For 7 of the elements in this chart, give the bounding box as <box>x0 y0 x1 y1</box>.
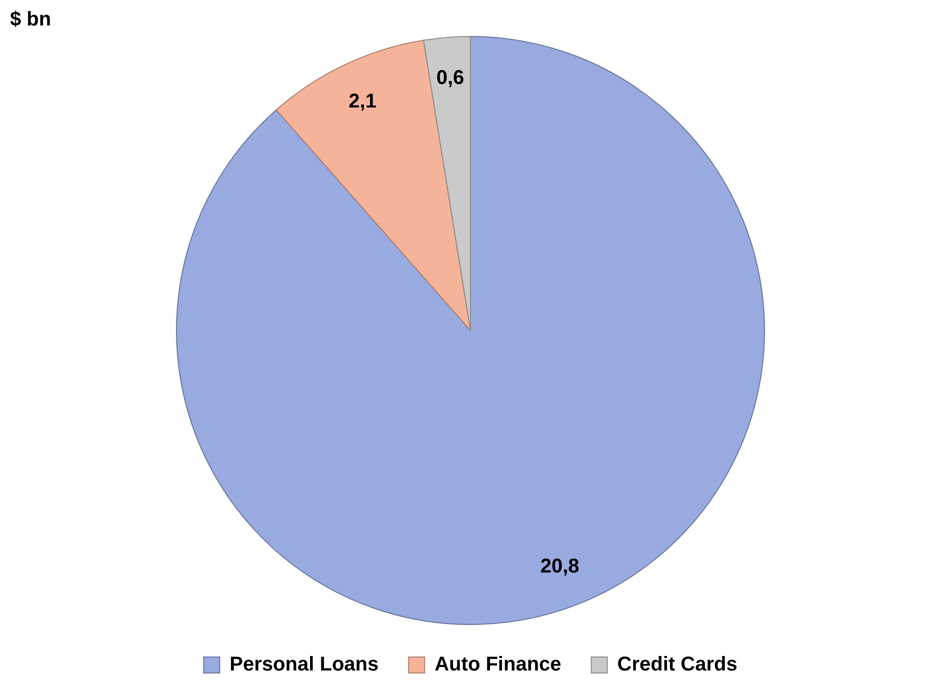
legend-label: Auto Finance <box>434 654 562 676</box>
data-label: 0,6 <box>436 66 464 89</box>
chart-title: $ bn <box>10 8 52 31</box>
data-label: 20,8 <box>540 556 580 578</box>
legend-label: Credit Cards <box>617 654 738 676</box>
data-label: 2,1 <box>348 90 376 112</box>
legend-label: Personal Loans <box>230 654 379 676</box>
